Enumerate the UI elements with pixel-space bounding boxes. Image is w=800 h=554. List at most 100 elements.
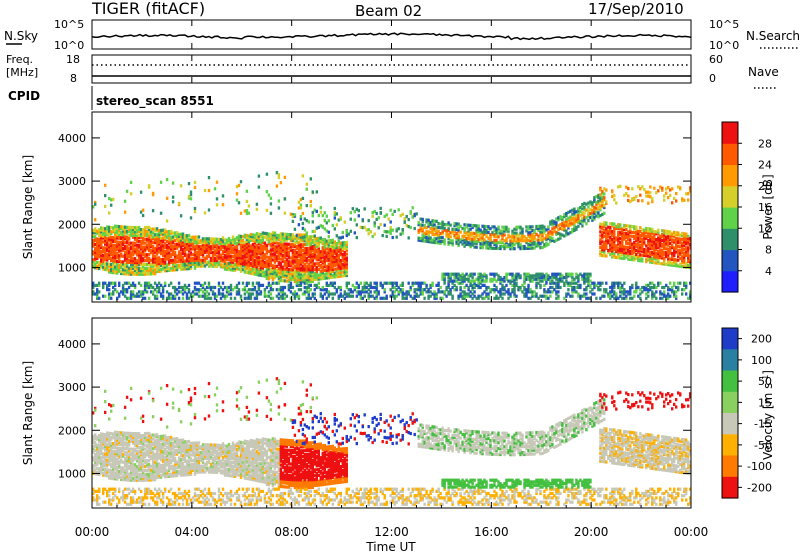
power-cell (483, 279, 486, 283)
power-cell (227, 248, 231, 252)
power-cell (213, 258, 217, 263)
power-cell (245, 234, 249, 238)
power-cell (207, 245, 211, 249)
power-cell (611, 253, 614, 257)
power-cell (511, 283, 514, 287)
power-cell (104, 281, 107, 285)
power-cell (145, 270, 149, 274)
power-cell (261, 231, 265, 235)
power-cell (525, 274, 528, 278)
power-cell (153, 233, 157, 237)
power-cell (267, 193, 271, 197)
power-cell (295, 272, 299, 276)
power-cell (307, 241, 310, 245)
power-cell (171, 285, 175, 290)
power-cell (583, 276, 586, 280)
power-cell (485, 288, 488, 292)
power-cell (563, 226, 566, 230)
power-cell (279, 238, 283, 242)
power-cell (617, 227, 620, 231)
power-cell (116, 236, 119, 240)
power-cell (615, 246, 618, 250)
power-cell (653, 257, 656, 261)
power-cell (297, 288, 301, 292)
power-cell (619, 233, 622, 237)
power-cell (333, 267, 336, 271)
power-cell (627, 245, 630, 249)
power-cell (163, 251, 167, 255)
power-cell (131, 253, 135, 257)
power-cell (127, 281, 131, 285)
power-cell (375, 283, 378, 287)
power-cell (147, 258, 151, 262)
power-cell (263, 243, 267, 247)
power-cell (609, 222, 612, 226)
power-cell (537, 296, 540, 300)
power-cell (110, 251, 113, 255)
power-cell (137, 228, 141, 232)
power-cell (165, 251, 169, 255)
power-cell (489, 277, 492, 281)
power-cell (463, 234, 466, 238)
power-cell (603, 187, 606, 191)
power-cell (149, 258, 153, 262)
power-cell (195, 281, 199, 285)
power-cell (535, 242, 538, 246)
power-cell (499, 229, 502, 233)
power-cell (289, 260, 293, 264)
power-cell (287, 250, 291, 254)
power-cell (495, 279, 498, 283)
power-cell (114, 232, 117, 236)
power-cell (435, 219, 438, 223)
power-cell (227, 290, 231, 294)
power-cell (535, 232, 538, 236)
power-cell (519, 227, 522, 231)
power-cell (313, 246, 316, 250)
power-cell (137, 268, 141, 272)
power-cell (641, 234, 644, 238)
power-cell (253, 264, 257, 268)
power-cell (181, 267, 185, 271)
power-cell (279, 245, 283, 249)
power-cell (247, 265, 251, 269)
power-cell (325, 264, 328, 268)
power-cell (199, 252, 203, 256)
power-cell (437, 283, 440, 287)
power-cell (557, 281, 560, 285)
power-cell (251, 239, 255, 243)
power-cell (207, 241, 211, 245)
power-cell (461, 234, 464, 238)
power-cell (265, 255, 269, 259)
power-cell (577, 220, 580, 224)
power-cell (149, 237, 153, 241)
power-cell (419, 292, 422, 296)
power-cell (281, 279, 285, 283)
power-cell (127, 255, 131, 259)
power-cell (425, 239, 428, 243)
power-cell (431, 281, 434, 285)
power-cell (191, 237, 195, 241)
power-cell (173, 266, 177, 270)
power-cell (291, 242, 295, 247)
power-cell (619, 223, 622, 227)
power-cell (289, 242, 293, 246)
power-cell (603, 294, 606, 298)
power-cell (211, 292, 215, 296)
power-cell (359, 290, 362, 294)
power-cell (94, 242, 97, 247)
power-cell (123, 241, 127, 245)
power-cell (619, 231, 622, 235)
power-cell (303, 270, 306, 274)
power-cell (315, 275, 318, 279)
power-cell (313, 254, 316, 258)
power-cell (611, 288, 614, 292)
power-cell (321, 271, 324, 275)
power-cell (489, 240, 492, 244)
power-cell (118, 269, 121, 273)
power-cell (419, 288, 422, 292)
power-cell (145, 253, 149, 257)
power-cell (547, 227, 550, 231)
power-cell (157, 242, 161, 246)
power-cell (545, 296, 548, 300)
power-cell (251, 288, 255, 292)
